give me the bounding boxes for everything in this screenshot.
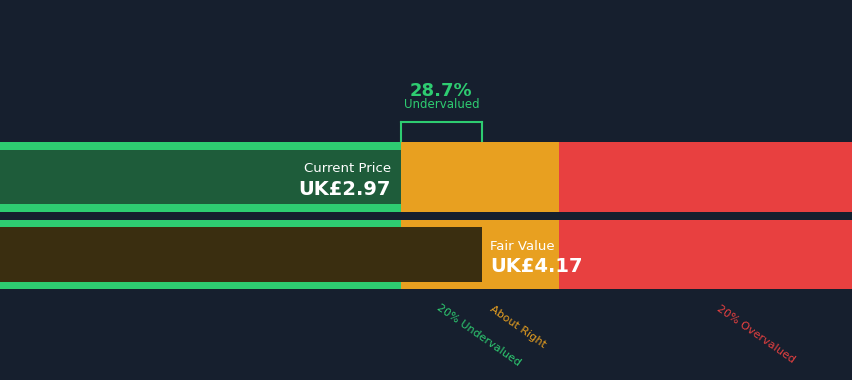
Bar xyxy=(400,282,558,289)
Bar xyxy=(0,227,400,282)
Bar xyxy=(400,150,558,204)
Bar xyxy=(0,227,481,282)
Text: UK£2.97: UK£2.97 xyxy=(298,180,390,199)
Text: 20% Overvalued: 20% Overvalued xyxy=(714,304,795,365)
Bar xyxy=(558,142,852,150)
Bar xyxy=(0,282,400,289)
Text: About Right: About Right xyxy=(487,304,547,350)
Bar xyxy=(0,150,400,204)
Bar xyxy=(558,282,852,289)
Text: Current Price: Current Price xyxy=(303,162,390,176)
Text: Undervalued: Undervalued xyxy=(403,98,479,111)
Bar xyxy=(400,227,558,282)
Bar xyxy=(400,142,558,150)
Text: Fair Value: Fair Value xyxy=(490,240,555,253)
Bar xyxy=(0,150,400,204)
Bar xyxy=(558,220,852,227)
Text: 28.7%: 28.7% xyxy=(410,82,472,100)
Bar xyxy=(558,227,852,282)
Bar xyxy=(558,204,852,212)
Bar xyxy=(400,204,558,212)
Text: 20% Undervalued: 20% Undervalued xyxy=(435,302,522,367)
Bar xyxy=(400,220,558,227)
Bar xyxy=(558,150,852,204)
Bar xyxy=(0,204,400,212)
Bar xyxy=(0,142,400,150)
Bar xyxy=(0,220,400,227)
Text: UK£4.17: UK£4.17 xyxy=(490,257,582,276)
